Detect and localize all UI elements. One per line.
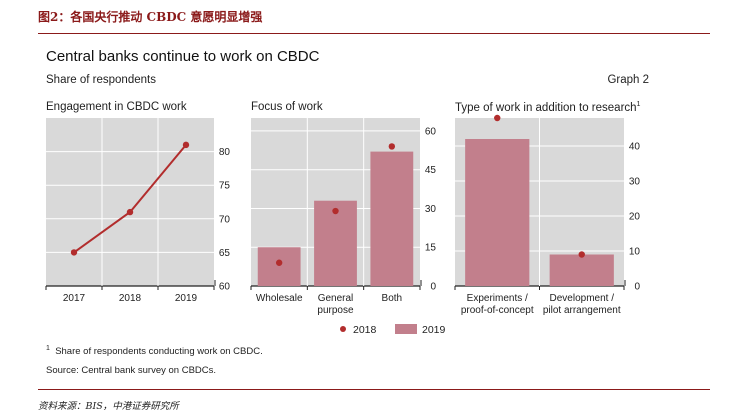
dot-2018 bbox=[275, 259, 283, 266]
bar-2019 bbox=[314, 200, 357, 286]
x-tick-label: 2018 bbox=[119, 293, 142, 304]
y-tick-label: 40 bbox=[629, 142, 641, 153]
dot-2018 bbox=[388, 143, 396, 150]
top-rule bbox=[38, 33, 710, 34]
legend-bar-label: 2019 bbox=[422, 324, 446, 336]
panel-title-type: Type of work in addition to research1 bbox=[455, 101, 640, 114]
x-tick-label: General bbox=[318, 293, 354, 304]
dot-2018 bbox=[332, 207, 339, 215]
x-tick-label: Wholesale bbox=[256, 293, 303, 304]
y-tick-label: 30 bbox=[425, 204, 437, 215]
x-tick-label: Both bbox=[382, 293, 403, 304]
bar-2019 bbox=[465, 139, 530, 286]
cn-source: 资料来源：BIS，中港证券研究所 bbox=[38, 401, 179, 412]
panel-title-focus: Focus of work bbox=[251, 101, 323, 113]
y-tick-label: 60 bbox=[219, 282, 231, 293]
x-tick-label: Development / bbox=[550, 293, 615, 304]
legend-dot-label: 2018 bbox=[353, 324, 377, 336]
y-tick-label: 10 bbox=[629, 247, 641, 258]
panel-title-note-marker: 1 bbox=[636, 101, 641, 108]
bottom-rule bbox=[38, 389, 710, 390]
line-point bbox=[70, 249, 78, 256]
y-tick-label: 60 bbox=[425, 126, 437, 137]
footnote: 1 Share of respondents conducting work o… bbox=[46, 345, 263, 357]
y-tick-label: 65 bbox=[219, 248, 231, 259]
x-tick-label: 2019 bbox=[175, 293, 198, 304]
line-point bbox=[126, 208, 134, 216]
dot-2018 bbox=[494, 114, 501, 122]
y-tick-label: 70 bbox=[219, 214, 231, 225]
source-note: Source: Central bank survey on CBDCs. bbox=[46, 365, 217, 376]
legend-bar-swatch bbox=[395, 324, 417, 334]
dot-2018 bbox=[578, 251, 585, 258]
x-tick-label: 2017 bbox=[63, 293, 86, 304]
bar-2019 bbox=[549, 254, 614, 286]
legend-dot-marker bbox=[340, 326, 346, 332]
y-tick-label: 15 bbox=[425, 243, 437, 254]
panel-title-engagement: Engagement in CBDC work bbox=[46, 101, 187, 113]
x-tick-label: pilot arrangement bbox=[543, 305, 621, 316]
y-tick-label: 0 bbox=[634, 282, 640, 293]
bar-2019 bbox=[257, 247, 301, 286]
bar-2019 bbox=[370, 151, 414, 286]
y-tick-label: 30 bbox=[629, 177, 641, 188]
y-tick-label: 75 bbox=[219, 181, 231, 192]
panel-title-type-text: Type of work in addition to research bbox=[455, 101, 637, 114]
panel-background bbox=[46, 118, 214, 286]
y-tick-label: 20 bbox=[629, 212, 641, 223]
y-tick-label: 80 bbox=[219, 147, 231, 158]
x-tick-label: proof-of-concept bbox=[461, 305, 534, 316]
figure-title: 图2：各国央行推动 CBDC 意愿明显增强 bbox=[38, 10, 263, 24]
x-tick-label: purpose bbox=[317, 305, 354, 316]
x-tick-label: Experiments / bbox=[467, 293, 528, 304]
y-tick-label: 0 bbox=[430, 282, 436, 293]
chart-main-title: Central banks continue to work on CBDC bbox=[46, 48, 320, 65]
chart-subtitle: Share of respondents bbox=[46, 74, 156, 86]
footnote-text: Share of respondents conducting work on … bbox=[55, 346, 263, 358]
y-tick-label: 45 bbox=[425, 165, 437, 176]
line-point bbox=[182, 141, 190, 149]
footnote-marker: 1 bbox=[46, 345, 50, 352]
graph-label: Graph 2 bbox=[607, 74, 649, 86]
